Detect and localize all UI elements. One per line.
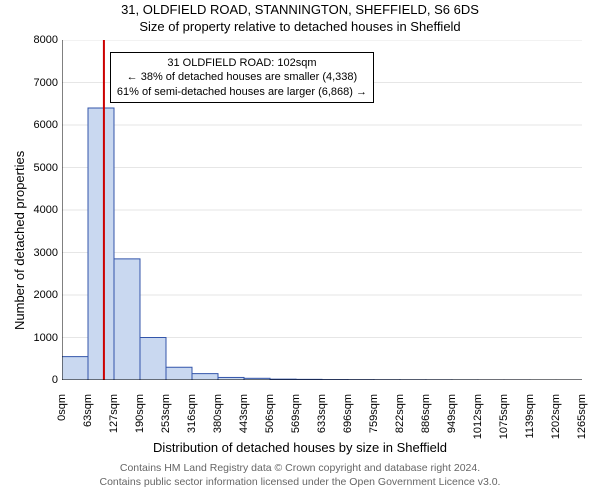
y-tick-label: 3000: [8, 247, 58, 259]
x-tick-label: 949sqm: [446, 394, 458, 444]
annotation-line-2: ← 38% of detached houses are smaller (4,…: [117, 70, 367, 84]
x-tick-label: 316sqm: [186, 394, 198, 444]
histogram-bar: [88, 108, 114, 380]
x-tick-label: 1012sqm: [472, 394, 484, 444]
histogram-bar: [166, 367, 192, 380]
x-tick-label: 253sqm: [160, 394, 172, 444]
y-axis-label: Number of detached properties: [12, 151, 27, 330]
x-tick-label: 63sqm: [82, 394, 94, 444]
annotation-line-3: 61% of semi-detached houses are larger (…: [117, 85, 367, 99]
y-tick-label: 0: [8, 374, 58, 386]
chart-main-title: 31, OLDFIELD ROAD, STANNINGTON, SHEFFIEL…: [0, 2, 600, 17]
histogram-bar: [140, 338, 166, 381]
x-tick-label: 759sqm: [368, 394, 380, 444]
x-tick-label: 633sqm: [316, 394, 328, 444]
y-tick-label: 2000: [8, 289, 58, 301]
y-tick-label: 5000: [8, 162, 58, 174]
x-tick-label: 1139sqm: [524, 394, 536, 444]
x-tick-label: 506sqm: [264, 394, 276, 444]
x-tick-label: 1265sqm: [576, 394, 588, 444]
x-tick-label: 127sqm: [108, 394, 120, 444]
histogram-bar: [192, 374, 218, 380]
x-tick-label: 1202sqm: [550, 394, 562, 444]
property-size-chart: 31, OLDFIELD ROAD, STANNINGTON, SHEFFIEL…: [0, 0, 600, 500]
x-tick-label: 822sqm: [394, 394, 406, 444]
x-tick-label: 696sqm: [342, 394, 354, 444]
y-tick-label: 1000: [8, 332, 58, 344]
footer-line-2: Contains public sector information licen…: [0, 476, 600, 490]
x-tick-label: 443sqm: [238, 394, 250, 444]
x-tick-label: 569sqm: [290, 394, 302, 444]
chart-subtitle: Size of property relative to detached ho…: [0, 19, 600, 34]
x-tick-label: 190sqm: [134, 394, 146, 444]
footer-line-1: Contains HM Land Registry data © Crown c…: [0, 462, 600, 476]
y-tick-label: 4000: [8, 204, 58, 216]
histogram-bar: [62, 357, 88, 380]
x-tick-label: 0sqm: [56, 394, 68, 444]
x-tick-label: 1075sqm: [498, 394, 510, 444]
x-axis-label: Distribution of detached houses by size …: [0, 440, 600, 455]
x-tick-label: 380sqm: [212, 394, 224, 444]
histogram-bar: [114, 259, 140, 380]
y-tick-label: 7000: [8, 77, 58, 89]
annotation-line-1: 31 OLDFIELD ROAD: 102sqm: [117, 56, 367, 70]
marker-annotation: 31 OLDFIELD ROAD: 102sqm ← 38% of detach…: [110, 52, 374, 103]
x-tick-label: 886sqm: [420, 394, 432, 444]
chart-footer: Contains HM Land Registry data © Crown c…: [0, 462, 600, 489]
y-tick-label: 6000: [8, 119, 58, 131]
y-tick-label: 8000: [8, 34, 58, 46]
